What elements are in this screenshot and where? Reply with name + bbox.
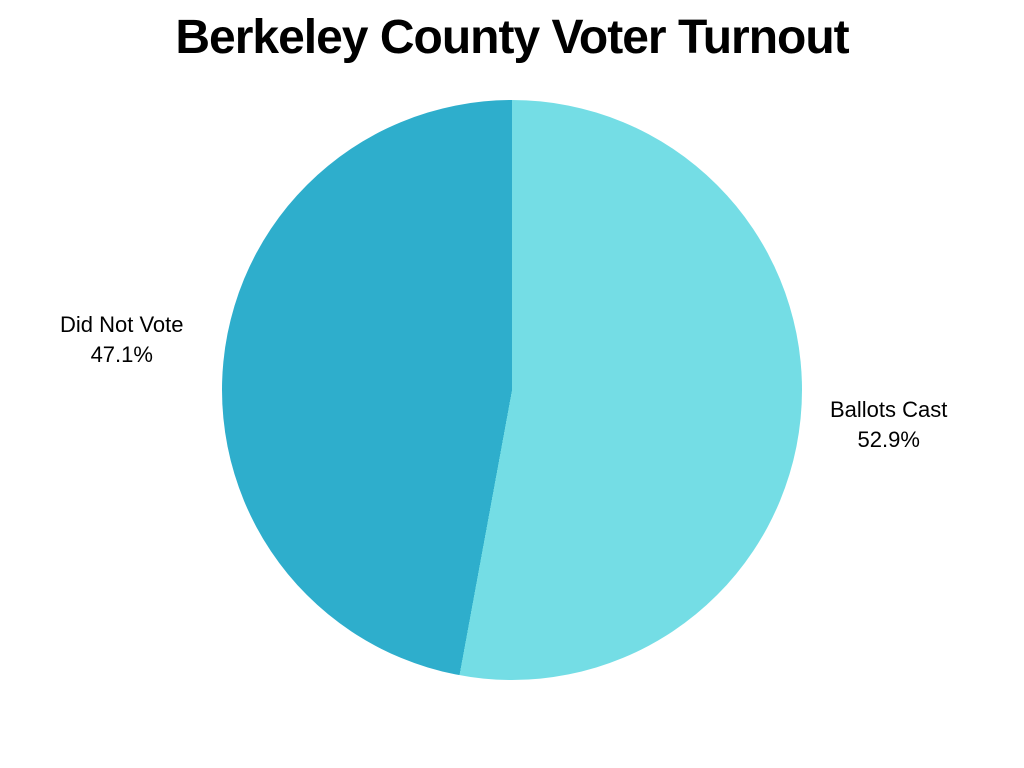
pie-chart bbox=[222, 100, 802, 680]
slice-label-did-not-vote: Did Not Vote 47.1% bbox=[60, 310, 184, 369]
slice-label-ballots-cast-name: Ballots Cast bbox=[830, 395, 947, 425]
pie-wrap bbox=[222, 100, 802, 680]
chart-title: Berkeley County Voter Turnout bbox=[0, 10, 1024, 65]
slice-label-ballots-cast: Ballots Cast 52.9% bbox=[830, 395, 947, 454]
chart-container: Berkeley County Voter Turnout Ballots Ca… bbox=[0, 0, 1024, 768]
slice-label-did-not-vote-name: Did Not Vote bbox=[60, 310, 184, 340]
slice-label-did-not-vote-value: 47.1% bbox=[60, 340, 184, 370]
slice-label-ballots-cast-value: 52.9% bbox=[830, 425, 947, 455]
